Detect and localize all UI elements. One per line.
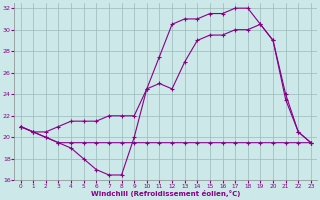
X-axis label: Windchill (Refroidissement éolien,°C): Windchill (Refroidissement éolien,°C) (91, 190, 240, 197)
